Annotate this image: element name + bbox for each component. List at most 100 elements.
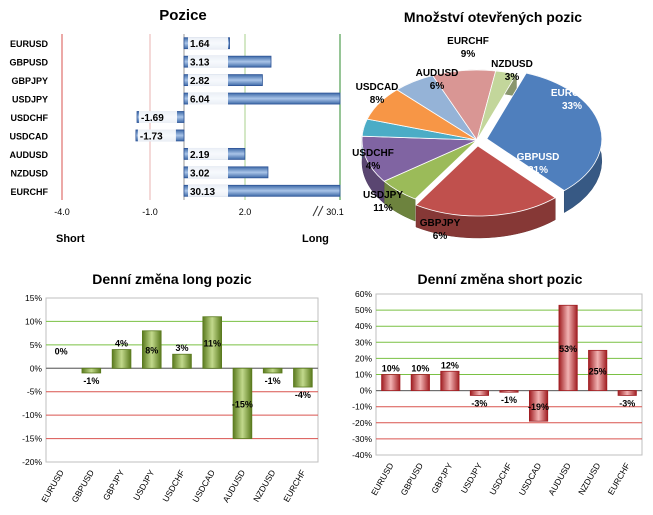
category-label: USDCAD	[517, 461, 544, 497]
y-tick-label: 40%	[355, 321, 372, 331]
category-label: USDJPY	[131, 468, 157, 502]
pie-slice-value: 33%	[562, 101, 582, 112]
value-label: -3%	[471, 398, 487, 408]
short-change-chart: Denní změna short pozic 60% 50% 40% 30% 20% 1…	[352, 271, 643, 497]
change-bar	[381, 374, 401, 392]
short-change-chart-panel: Denní změna short pozic 60% 50% 40% 30% 20% 1…	[330, 262, 653, 510]
change-bar	[440, 370, 460, 391]
category-label: AUDUSD	[221, 468, 248, 504]
x-tick-label: 2.0	[239, 207, 252, 217]
value-label-bg	[188, 74, 228, 87]
open-positions-pie-title: Množství otevřených pozic	[404, 9, 582, 25]
pie-slice	[476, 70, 518, 141]
pie-slice-value: 3%	[505, 72, 520, 83]
value-label: -1.69	[141, 113, 164, 124]
y-tick-label: 15%	[25, 293, 42, 303]
pie-slice-label: USDCAD	[356, 82, 399, 93]
y-tick-label: -10%	[22, 410, 42, 420]
category-label: USDJPY	[459, 461, 485, 495]
change-bar	[499, 390, 519, 393]
change-bar	[111, 349, 132, 369]
pie-slice-label: GBPUSD	[517, 152, 560, 163]
axis-break-icon	[312, 205, 324, 217]
long-label: Long	[302, 233, 329, 245]
value-label: 12%	[441, 360, 459, 370]
value-label: 4%	[115, 339, 128, 349]
value-label: -15%	[232, 399, 253, 409]
value-label: 11%	[203, 339, 221, 349]
value-label: 2.82	[190, 76, 210, 87]
pie-slice	[486, 72, 603, 192]
value-label: -19%	[528, 402, 549, 412]
pie-slice-value: 6%	[433, 231, 448, 242]
y-tick-label: -10%	[352, 402, 372, 412]
y-tick-label: 10%	[355, 370, 372, 380]
category-label: USDCHF	[11, 113, 49, 123]
value-label-bg	[188, 166, 228, 179]
position-bar	[183, 92, 341, 105]
value-label: 1.64	[190, 39, 210, 50]
category-label: NZDUSD	[576, 461, 602, 497]
y-tick-label: 0%	[30, 363, 43, 373]
change-bar	[142, 330, 162, 369]
change-bar	[469, 390, 490, 396]
x-tick-label: 30.1	[326, 207, 344, 217]
x-tick-label: -1.0	[142, 207, 158, 217]
pie-slice-value: 11%	[373, 203, 393, 214]
value-label-bg	[139, 111, 178, 123]
category-label: USDCHF	[487, 461, 513, 497]
pie-slice-label: AUDUSD	[416, 68, 459, 79]
category-label: USDJPY	[12, 95, 48, 105]
category-label: AUDUSD	[9, 150, 48, 160]
y-tick-label: 30%	[355, 337, 372, 347]
pie-slice-label: NZDUSD	[491, 59, 533, 70]
y-tick-label: 60%	[355, 289, 372, 299]
change-bar	[588, 349, 608, 391]
category-label: EURUSD	[10, 39, 49, 49]
category-label: USDCHF	[160, 468, 186, 504]
y-tick-label: 0%	[360, 386, 373, 396]
pie-slice	[415, 145, 557, 217]
pie-slice-label: USDCHF	[352, 148, 394, 159]
y-tick-label: 10%	[25, 316, 42, 326]
y-tick-label: -15%	[22, 434, 42, 444]
value-label-bg	[137, 129, 176, 142]
category-label: GBPJPY	[11, 76, 48, 86]
positions-chart-panel: Pozice Short Long EURUSD 1.64 GBPUSD 3.13 GB…	[0, 0, 345, 255]
category-label: EURCHF	[281, 468, 307, 504]
y-tick-label: -30%	[352, 434, 372, 444]
category-label: EURUSD	[369, 461, 396, 497]
value-label: 10%	[411, 364, 429, 374]
value-label-bg	[188, 37, 228, 50]
pie-slice-label: EURCHF	[447, 36, 489, 47]
value-label: 30.13	[190, 187, 215, 198]
long-change-chart-panel: Denní změna long pozic 15% 10% 5% 0% -5% -10%…	[0, 262, 330, 510]
value-label: 53%	[559, 344, 577, 354]
category-label: USDCAD	[190, 468, 217, 504]
change-bar	[172, 353, 192, 369]
category-label: NZDUSD	[11, 168, 49, 178]
pie-slice-value: 4%	[366, 161, 381, 172]
value-label: 2.19	[190, 150, 210, 161]
change-bar	[81, 367, 102, 374]
x-tick-label: -4.0	[54, 207, 70, 217]
change-bar	[293, 367, 313, 388]
category-label: EURCHF	[606, 461, 632, 497]
value-label-bg	[188, 184, 228, 197]
value-label: 6.04	[190, 95, 210, 106]
value-label: 3%	[175, 343, 188, 353]
pie-slice-label: GBPJPY	[420, 218, 461, 229]
short-change-chart-title: Denní změna short pozic	[418, 271, 583, 287]
y-tick-label: 20%	[355, 353, 372, 363]
plot-area	[45, 297, 319, 463]
long-change-chart: Denní změna long pozic 15% 10% 5% 0% -5% -10%…	[22, 271, 319, 504]
value-label-bg	[188, 55, 228, 68]
change-bar	[528, 390, 549, 422]
value-label: -3%	[619, 398, 635, 408]
y-tick-label: -20%	[352, 418, 372, 428]
value-label-bg	[188, 147, 228, 160]
change-bar	[558, 304, 578, 392]
open-positions-pie-panel: Množství otevřených pozic EURUSD 33% GBPUS…	[345, 0, 653, 255]
value-label: 10%	[382, 364, 400, 374]
change-bar	[617, 390, 637, 396]
